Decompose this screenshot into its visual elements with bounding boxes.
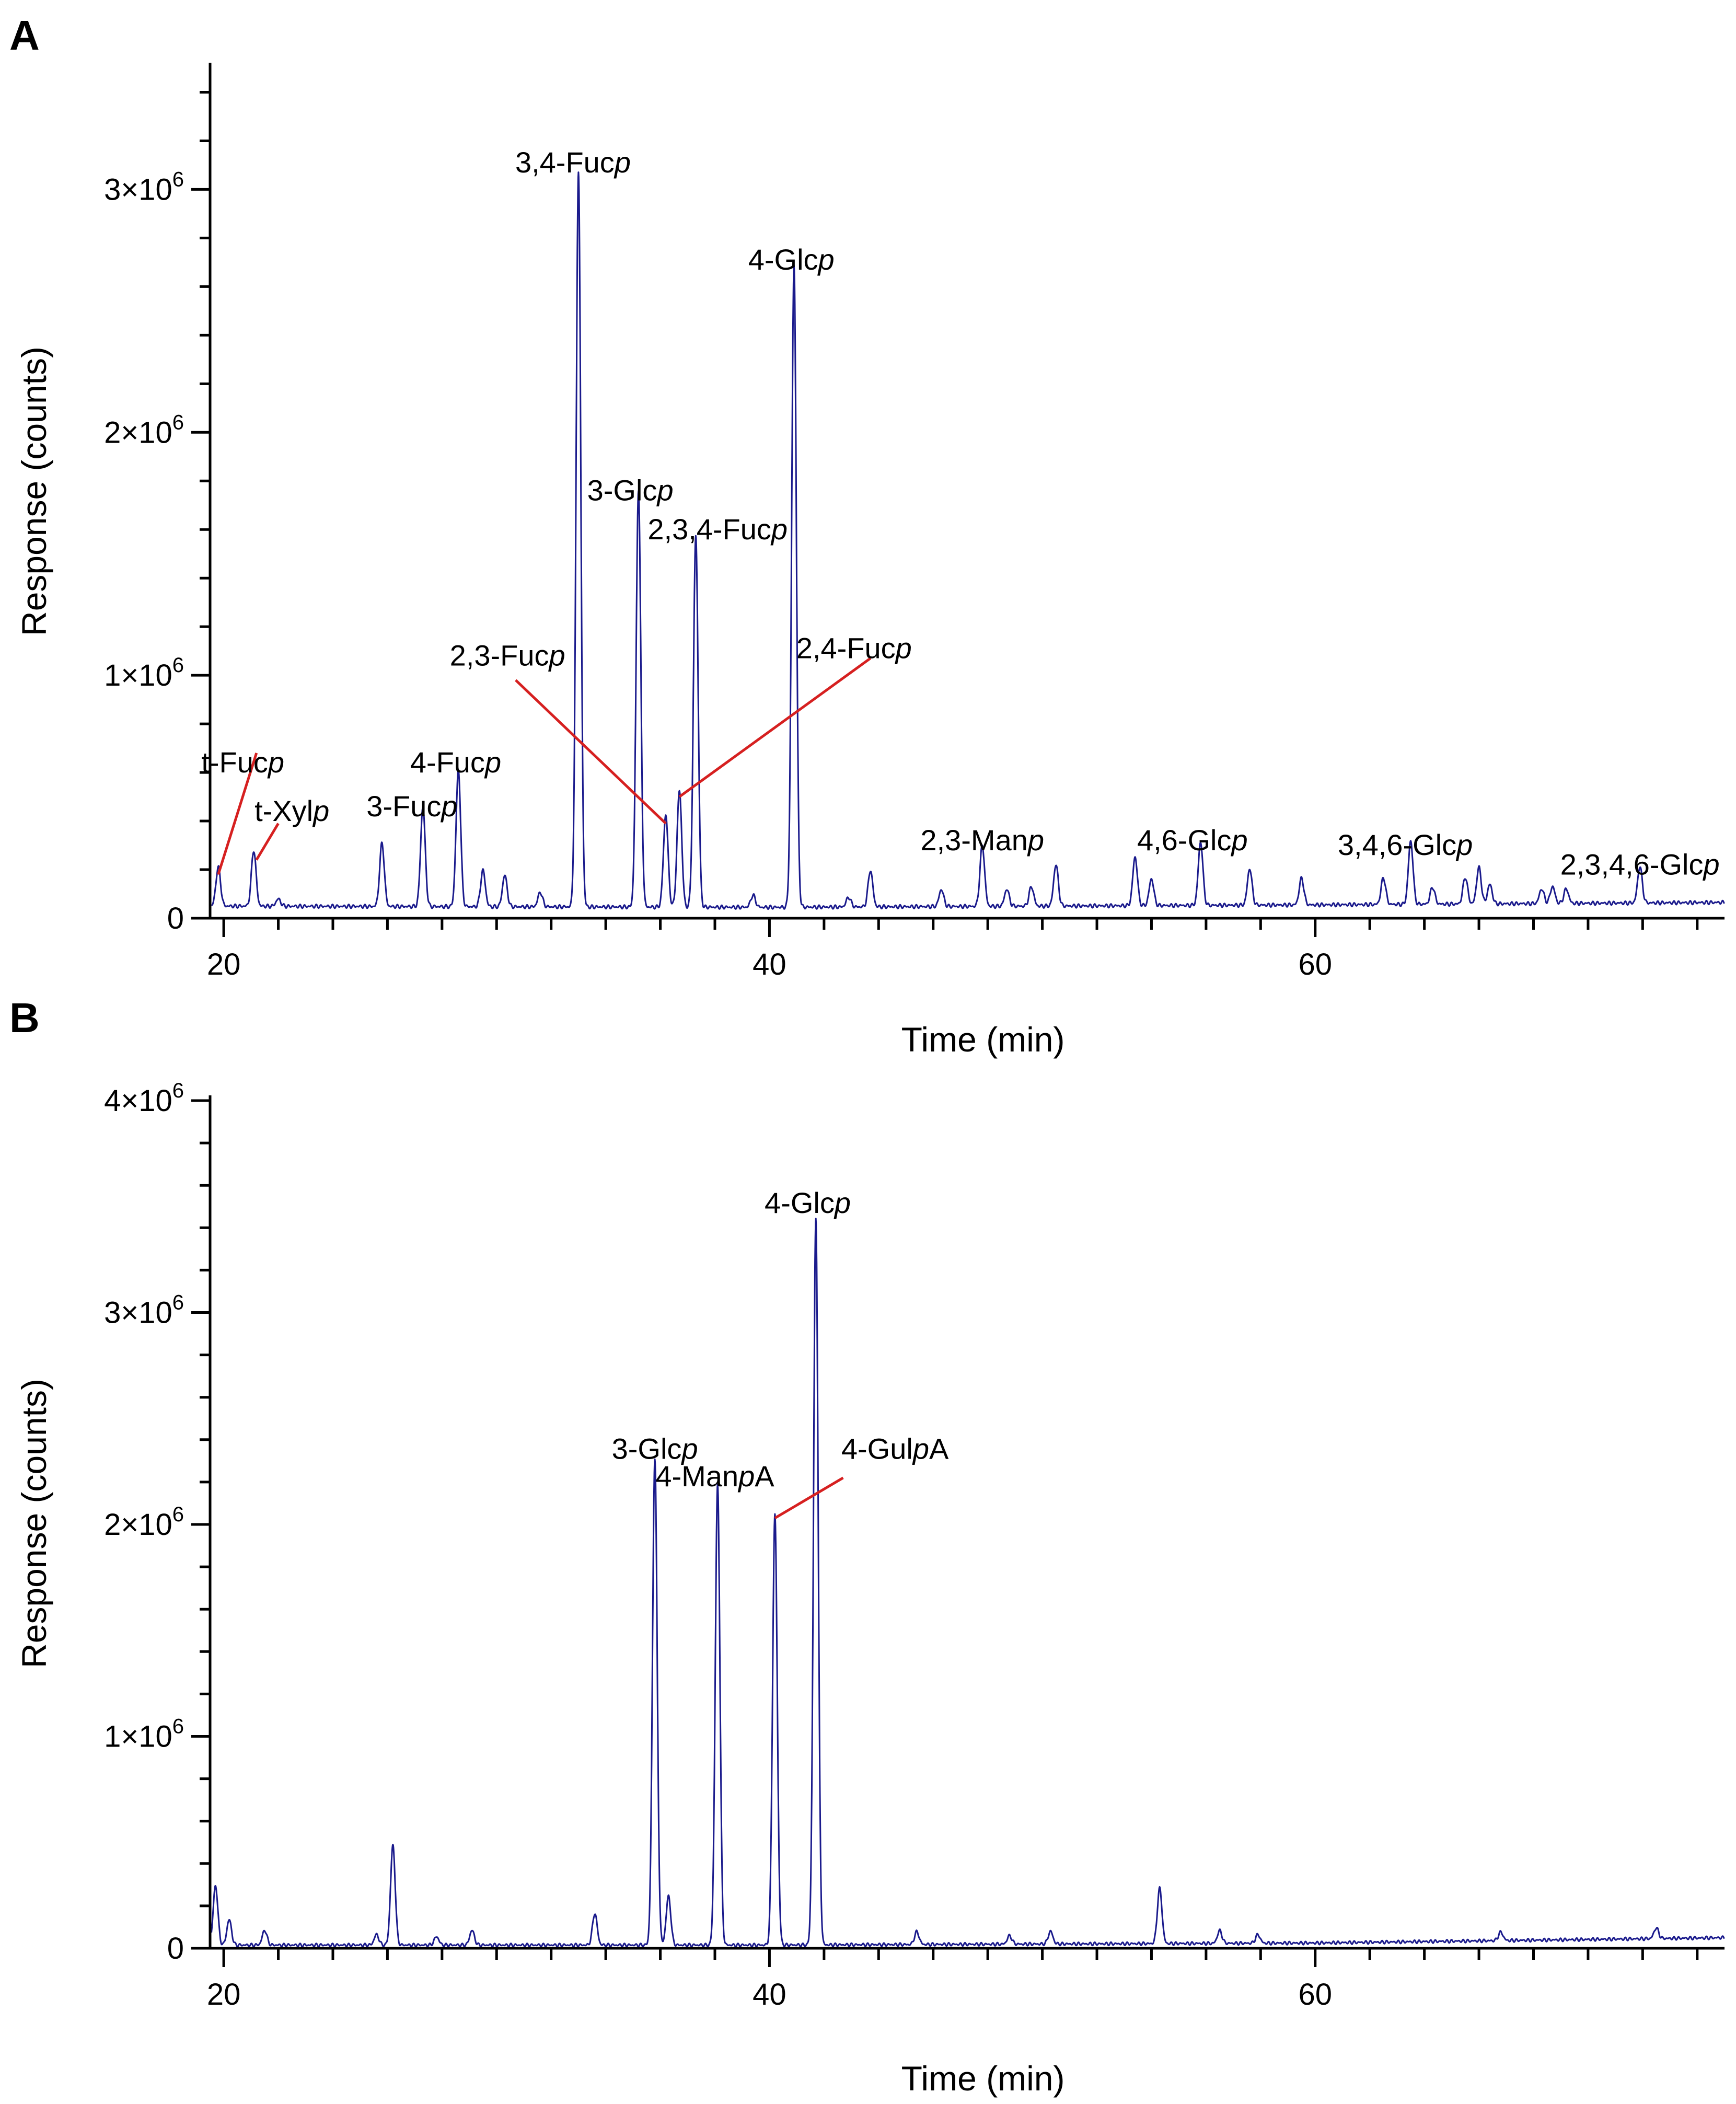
peak-label: 3,4,6-Glcp [1338, 828, 1473, 861]
peak-label: 3,4-Fucp [515, 146, 631, 179]
peak-label: 4-ManpA [655, 1460, 774, 1493]
peak-apex [253, 849, 255, 851]
peak-label: 4-Fucp [410, 746, 501, 779]
x-tick-label: 20 [207, 1978, 241, 2011]
y-tick-label: 2×106 [104, 411, 184, 449]
peak-label: 4-Glcp [748, 243, 835, 276]
chromatogram-trace [211, 1218, 1725, 1948]
y-tick-label: 1×106 [104, 1715, 184, 1754]
y-tick-label: 1×106 [104, 654, 184, 692]
panel-letter: A [9, 12, 40, 59]
peak-label: 4,6-Glcp [1137, 824, 1248, 857]
chromatogram-trace [211, 171, 1725, 910]
peak-label: 2,3-Manp [920, 824, 1044, 857]
annotation-leader-line [774, 1476, 844, 1519]
annotation-leader-line [515, 679, 667, 825]
peak-label: t-Xylp [254, 794, 329, 827]
y-tick-label: 0 [167, 1932, 184, 1966]
peak-label: 4-Glcp [765, 1186, 851, 1219]
panel-b: B 20 40 60 0 1×106 2×106 3×106 4×106 Time (min) Re… [9, 995, 1725, 2098]
annotation-leader-line [255, 823, 280, 861]
panel-letter: B [9, 995, 40, 1041]
peak-label: 3-Glcp [612, 1432, 698, 1465]
peak-label: 2,3,4-Fucp [647, 513, 788, 546]
y-axis-title: Response (counts) [15, 1379, 53, 1668]
y-tick-label: 3×106 [104, 168, 184, 206]
x-tick-label: 60 [1298, 1978, 1332, 2011]
y-tick-label: 4×106 [104, 1079, 184, 1118]
peak-label: 2,3-Fucp [450, 639, 565, 672]
peak-label: 4-GulpA [841, 1432, 949, 1465]
peak-label: 2,3,4,6-Glcp [1560, 848, 1720, 881]
peak-label: 2,4-Fucp [796, 632, 912, 665]
panel-a: A 20 40 60 0 1×106 2×106 3×106 Time (min) Respons… [9, 12, 1725, 1059]
peak-label: t-Fucp [201, 746, 284, 779]
annotation-leader-line [678, 657, 872, 798]
x-tick-label: 40 [753, 1978, 786, 2011]
x-tick-label: 20 [207, 947, 241, 981]
peak-label: 3-Glcp [587, 473, 674, 506]
peak-apex [1464, 876, 1466, 878]
x-axis-title: Time (min) [901, 1020, 1065, 1059]
x-axis-title: Time (min) [901, 2059, 1065, 2098]
annotation-leader-line [217, 753, 258, 875]
y-axis-title: Response (counts) [15, 346, 53, 636]
x-tick-label: 40 [753, 947, 786, 981]
y-tick-label: 0 [167, 901, 184, 935]
peak-label: 3-Fucp [366, 790, 457, 823]
y-tick-label: 3×106 [104, 1291, 184, 1330]
x-tick-label: 60 [1298, 947, 1332, 981]
y-tick-label: 2×106 [104, 1503, 184, 1542]
